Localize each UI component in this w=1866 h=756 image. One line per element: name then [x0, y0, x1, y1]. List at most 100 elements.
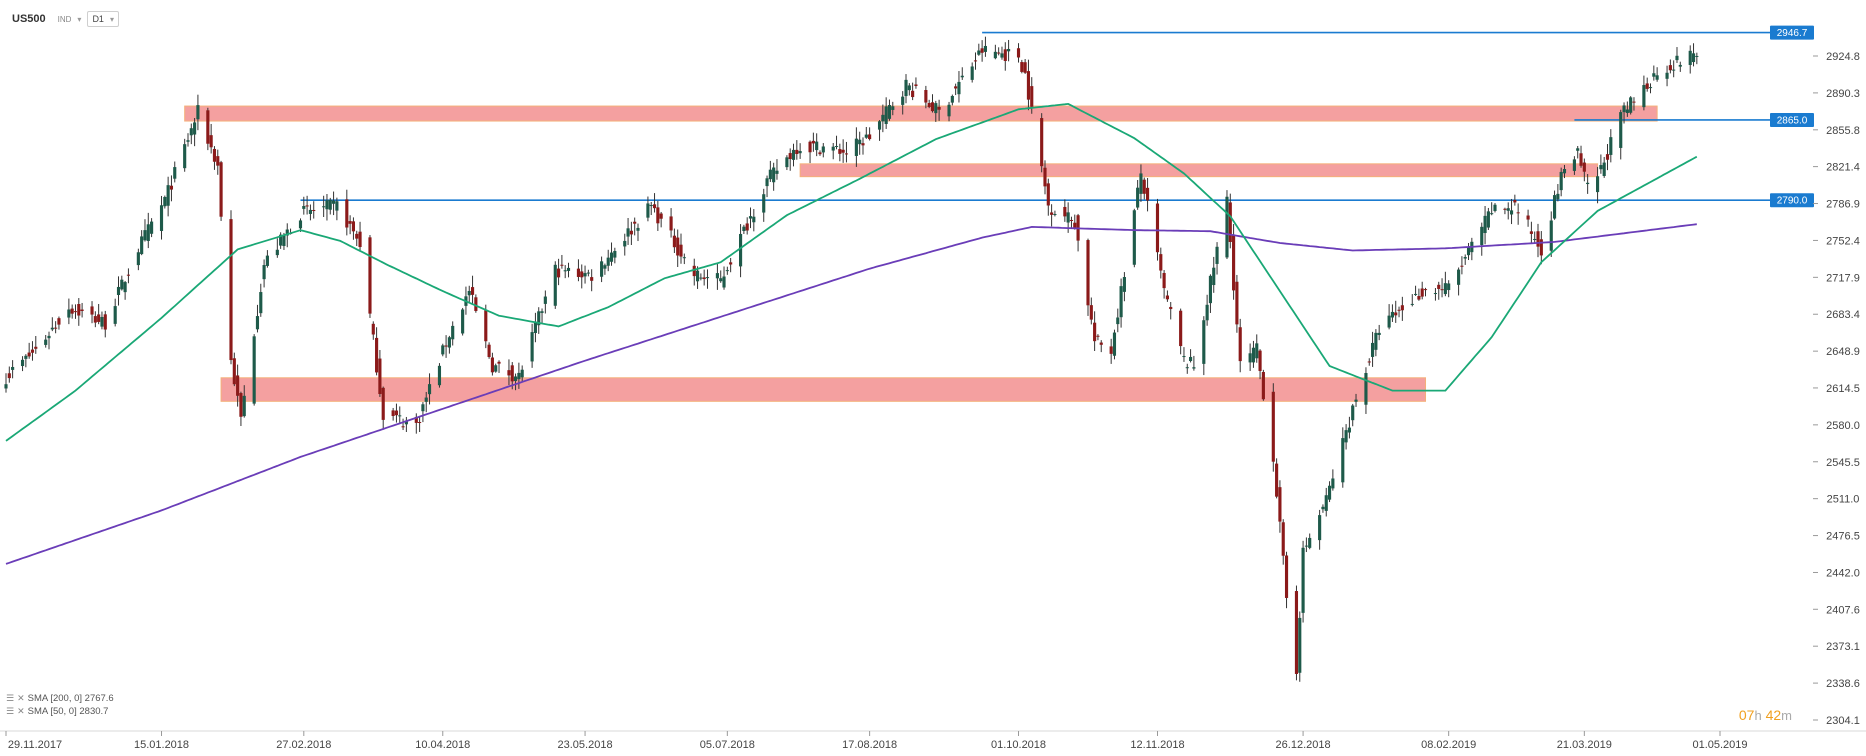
candle-body	[80, 309, 84, 311]
candle-body	[566, 267, 571, 271]
candle-body	[77, 304, 81, 316]
candle-body	[904, 79, 908, 97]
candle-body	[977, 50, 981, 55]
candle-body	[1228, 202, 1232, 242]
candle-body	[517, 372, 521, 380]
legend-sma-50[interactable]: ☰ ✕ SMA [50, 0] 2830.7	[6, 706, 108, 717]
candle-body	[1695, 55, 1699, 57]
candle-body	[960, 75, 964, 78]
candle-body	[1202, 320, 1206, 364]
market-label[interactable]: IND	[57, 14, 72, 24]
candle-body	[729, 262, 733, 265]
y-tick-label: 2924.8	[1826, 51, 1860, 63]
candle-body	[54, 327, 58, 329]
candle-body	[1165, 295, 1169, 300]
candle-body	[1020, 62, 1024, 72]
chevron-down-icon[interactable]: ▾	[77, 14, 82, 24]
candle-body	[484, 310, 488, 342]
candle-body	[934, 103, 938, 114]
candle-body	[877, 121, 882, 130]
candle-body	[418, 421, 422, 423]
candle-body	[1629, 97, 1633, 113]
candle-body	[1136, 187, 1140, 208]
candle-body	[332, 200, 336, 204]
candle-body	[679, 244, 683, 257]
candle-body	[275, 249, 279, 256]
candle-body	[1410, 303, 1414, 305]
y-tick-label: 2855.8	[1826, 125, 1860, 137]
candle-body	[600, 261, 604, 277]
symbol-label[interactable]: US500	[12, 13, 46, 25]
candle-body	[1645, 83, 1649, 89]
candle-body	[1602, 162, 1606, 177]
candle-body	[447, 337, 451, 348]
candle-body	[328, 199, 332, 210]
candle-body	[97, 314, 101, 322]
candle-body	[474, 297, 478, 311]
candle-body	[649, 205, 653, 207]
candle-body	[881, 114, 885, 122]
candle-body	[1304, 545, 1308, 547]
candle-body	[146, 224, 150, 241]
candle-body	[11, 366, 15, 370]
y-tick-label: 2304.1	[1826, 715, 1860, 727]
candle-body	[358, 231, 362, 248]
candle-body	[1251, 347, 1256, 363]
candle-body	[844, 153, 849, 155]
candle-body	[391, 410, 395, 416]
candle-body	[183, 144, 187, 169]
candle-body	[609, 252, 614, 262]
candle-body	[1572, 159, 1576, 171]
candle-body	[623, 240, 627, 247]
candle-body	[1516, 212, 1520, 214]
time-axis[interactable]: 29.11.2017 15.01.2018 27.02.2018 10.04.2018…	[5, 731, 1748, 751]
candle-body	[368, 237, 372, 314]
candle-body	[401, 426, 405, 428]
candle-body	[451, 325, 455, 340]
candle-body	[47, 335, 51, 339]
candle-body	[305, 205, 309, 207]
candle-body	[1016, 48, 1021, 58]
candle-body	[626, 228, 630, 237]
candle-body	[1225, 196, 1229, 258]
candle-body	[629, 230, 633, 235]
sma-50-line	[5, 102, 1698, 442]
candle-body	[1093, 322, 1097, 342]
legend-sma-200[interactable]: ☰ ✕ SMA [200, 0] 2767.6	[6, 693, 114, 704]
timeframe-select[interactable]: D1 ▾	[87, 11, 119, 27]
candle-body	[239, 393, 243, 417]
candle-body	[1443, 283, 1447, 295]
candle-body	[831, 146, 835, 151]
candle-body	[1162, 272, 1166, 289]
close-icon[interactable]: ✕	[17, 706, 25, 716]
timer-m-unit: m	[1781, 708, 1792, 723]
candle-body	[1298, 617, 1302, 673]
candle-body	[1672, 69, 1676, 71]
list-icon[interactable]: ☰	[6, 693, 15, 703]
candle-body	[44, 339, 48, 345]
candle-body	[914, 84, 918, 86]
price-axis[interactable]: 2924.8 2890.3 2855.8 2821.4 2786.9 2752.4 2717…	[1813, 51, 1860, 727]
resistance-zones	[184, 105, 1658, 402]
level-tag-label: 2865.0	[1777, 115, 1808, 126]
list-icon[interactable]: ☰	[6, 706, 15, 716]
candle-body	[90, 306, 94, 315]
level-tag-2	[1770, 112, 1814, 127]
candle-body	[633, 221, 637, 224]
y-tick-label: 2752.4	[1826, 235, 1860, 247]
candle-body	[186, 140, 190, 142]
candle-body	[738, 233, 743, 267]
x-tick-label: 29.11.2017	[8, 739, 62, 751]
close-icon[interactable]: ✕	[17, 693, 25, 703]
candle-body	[242, 395, 246, 417]
candle-body	[1364, 373, 1368, 405]
candle-body	[1155, 203, 1160, 253]
candle-body	[120, 279, 124, 290]
candle-body	[1374, 332, 1378, 350]
horizontal-levels[interactable]: 2946.7 2865.0 2790.0	[300, 25, 1814, 208]
candle-body	[537, 311, 541, 326]
candle-body	[775, 170, 779, 174]
y-tick-label: 2373.1	[1826, 641, 1860, 653]
x-tick-label: 01.10.2018	[991, 739, 1046, 751]
